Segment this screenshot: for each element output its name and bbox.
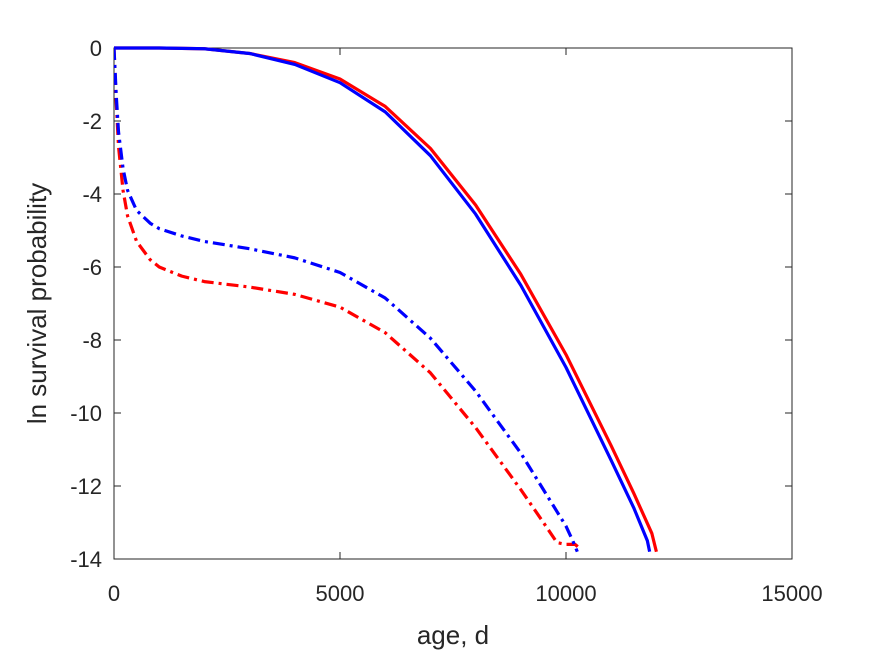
y-axis-label: ln survival probability: [22, 183, 52, 424]
series-line-4: [114, 47, 579, 553]
tick-marks: [113, 47, 793, 560]
series-layer: [114, 46, 658, 553]
series-line-3: [114, 47, 581, 550]
x-tick-label: 15000: [761, 581, 822, 606]
x-tick-label: 10000: [535, 581, 596, 606]
y-tick-labels: 0 -2 -4 -6 -8 -10 -12 -14: [70, 36, 102, 572]
y-tick-label: -4: [82, 182, 102, 207]
y-tick-label: 0: [90, 36, 102, 61]
y-tick-label: -14: [70, 547, 102, 572]
x-tick-labels: 0 5000 10000 15000: [108, 581, 823, 606]
series-line-2: [114, 46, 652, 553]
y-tick-label: -10: [70, 401, 102, 426]
plot-area: [113, 47, 793, 560]
x-axis-label: age, d: [417, 620, 489, 650]
y-tick-label: -8: [82, 328, 102, 353]
x-tick-label: 0: [108, 581, 120, 606]
y-tick-label: -2: [82, 109, 102, 134]
y-tick-label: -12: [70, 474, 102, 499]
x-tick-label: 5000: [316, 581, 365, 606]
y-tick-label: -6: [82, 255, 102, 280]
